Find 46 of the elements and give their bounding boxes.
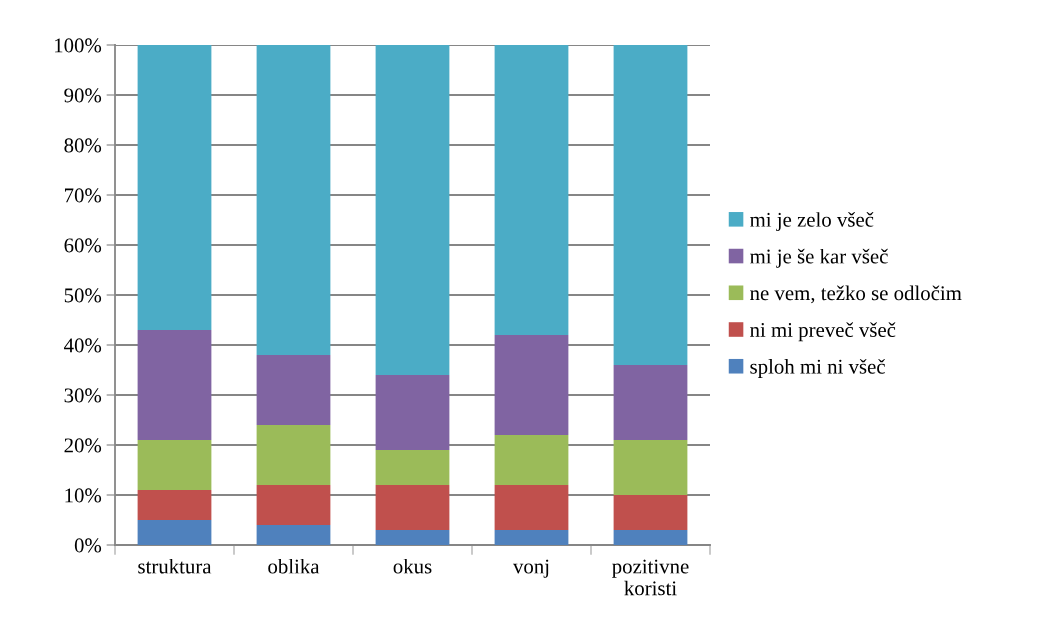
x-tick-label: okus xyxy=(393,558,432,574)
bar xyxy=(256,45,331,355)
bar xyxy=(256,485,331,525)
y-tick-label: 30% xyxy=(64,388,102,403)
bar xyxy=(137,490,212,520)
bar xyxy=(494,335,569,435)
bar xyxy=(375,485,450,530)
bar xyxy=(137,45,212,330)
bar xyxy=(137,520,212,545)
y-tick-label: 100% xyxy=(55,38,102,53)
legend-label: ni mi preveč všeč xyxy=(750,322,896,342)
x-tick-label: vonj xyxy=(512,559,549,578)
bar xyxy=(375,530,450,545)
x-tick-label: pozitivne koristi xyxy=(612,559,689,596)
y-tick-label: 20% xyxy=(64,438,102,453)
y-tick-label: 90% xyxy=(64,88,102,103)
bar xyxy=(137,330,212,440)
legend-label: sploh mi ni všeč xyxy=(750,359,885,378)
bar xyxy=(613,440,688,495)
x-tick-label: oblika xyxy=(268,558,320,574)
y-tick-label: 50% xyxy=(64,288,102,303)
y-tick-label: 80% xyxy=(64,138,102,153)
y-tick-label: 70% xyxy=(64,188,102,203)
legend-label: mi je še kar všeč xyxy=(750,248,888,268)
y-tick-label: 10% xyxy=(65,488,102,503)
bar xyxy=(375,450,450,485)
legend-label: ne vem, težko se odločim xyxy=(750,285,962,304)
legend-label: mi je zelo všeč xyxy=(750,212,874,232)
bar xyxy=(256,525,331,545)
y-tick-label: 60% xyxy=(64,238,102,253)
y-tick-label: 0% xyxy=(74,538,102,553)
bar xyxy=(494,485,569,530)
bar xyxy=(256,425,331,485)
bar xyxy=(375,45,450,375)
bar xyxy=(375,375,450,450)
bar xyxy=(256,355,331,425)
bar xyxy=(137,440,212,490)
y-tick-label: 40% xyxy=(64,338,102,353)
bar xyxy=(613,365,688,440)
bar xyxy=(494,435,569,485)
bar xyxy=(613,45,688,365)
bar xyxy=(494,530,569,545)
x-tick-label: struktura xyxy=(138,558,212,574)
bar xyxy=(613,495,688,530)
bar xyxy=(494,45,569,335)
bar xyxy=(613,530,688,545)
